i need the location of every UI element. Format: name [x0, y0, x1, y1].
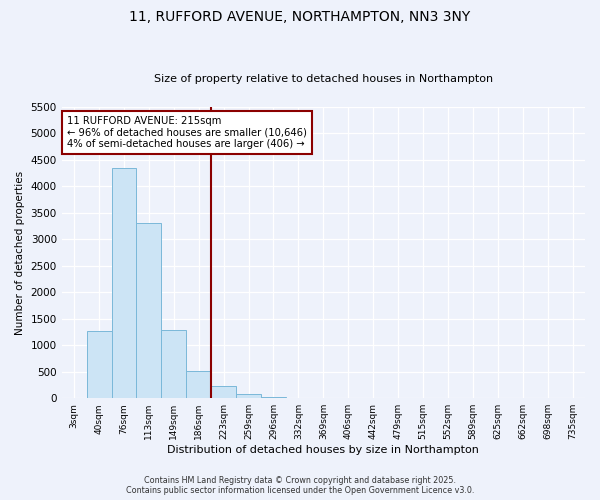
Bar [236, 394, 261, 398]
Text: 11 RUFFORD AVENUE: 215sqm
← 96% of detached houses are smaller (10,646)
4% of se: 11 RUFFORD AVENUE: 215sqm ← 96% of detac… [67, 116, 307, 149]
Title: Size of property relative to detached houses in Northampton: Size of property relative to detached ho… [154, 74, 493, 84]
Bar [211, 386, 236, 398]
Bar [86, 331, 112, 398]
Bar [261, 396, 286, 398]
Bar [161, 330, 186, 398]
Text: Contains HM Land Registry data © Crown copyright and database right 2025.
Contai: Contains HM Land Registry data © Crown c… [126, 476, 474, 495]
Bar [112, 168, 136, 398]
Bar [136, 224, 161, 398]
Bar [186, 371, 211, 398]
Y-axis label: Number of detached properties: Number of detached properties [15, 170, 25, 334]
X-axis label: Distribution of detached houses by size in Northampton: Distribution of detached houses by size … [167, 445, 479, 455]
Text: 11, RUFFORD AVENUE, NORTHAMPTON, NN3 3NY: 11, RUFFORD AVENUE, NORTHAMPTON, NN3 3NY [130, 10, 470, 24]
